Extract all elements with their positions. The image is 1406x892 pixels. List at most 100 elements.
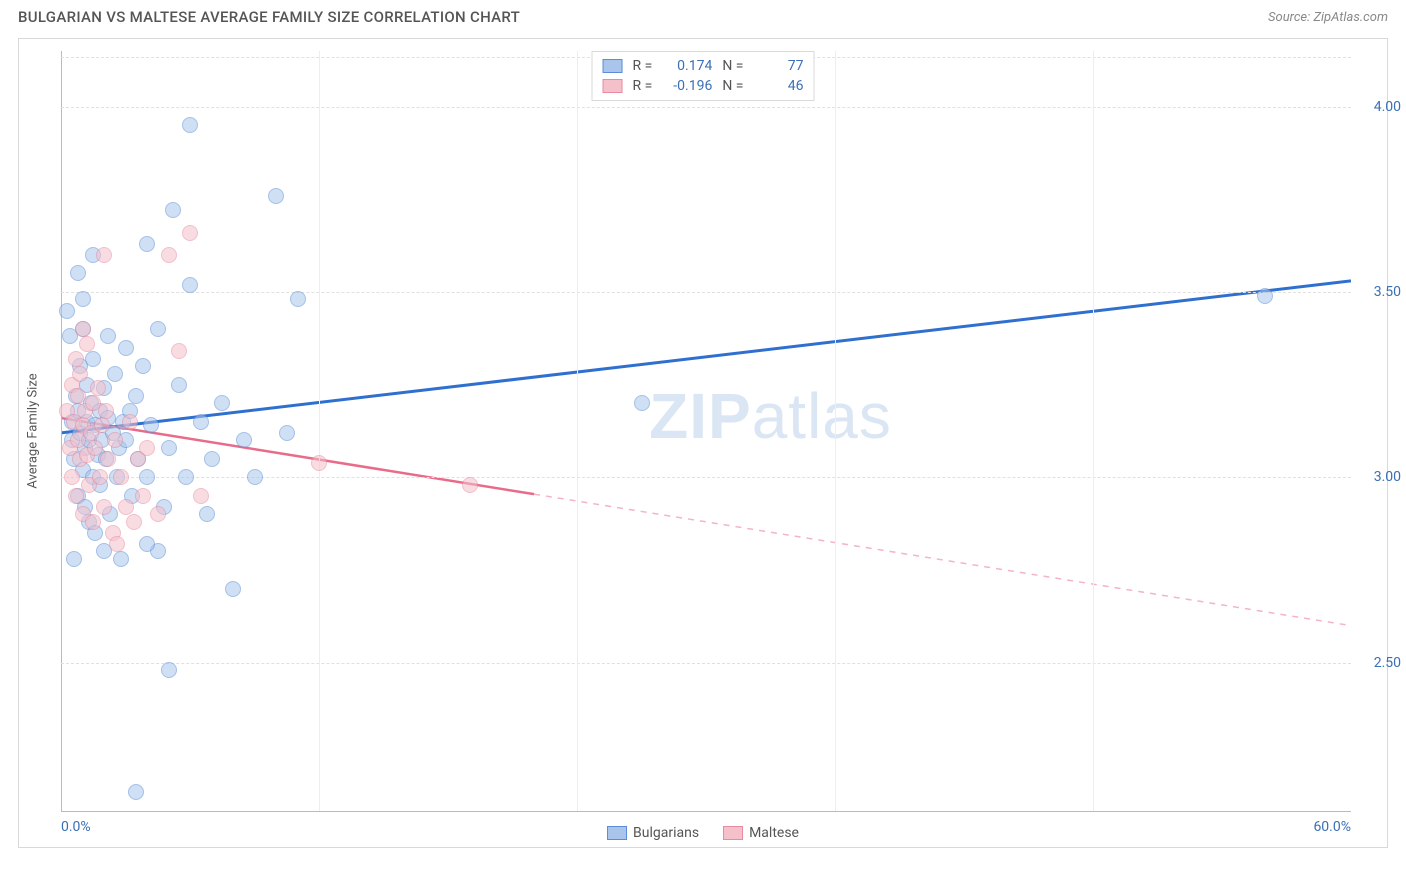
data-point xyxy=(165,202,181,218)
legend-item-bulgarians: Bulgarians xyxy=(607,825,699,841)
chart-source: Source: ZipAtlas.com xyxy=(1268,10,1388,25)
legend-row-maltese: R = -0.196 N = 46 xyxy=(603,76,804,96)
y-tick-label: 2.50 xyxy=(1374,655,1401,671)
swatch-maltese xyxy=(723,826,743,840)
x-axis-line xyxy=(61,811,1351,812)
x-tick-label: 0.0% xyxy=(61,819,91,835)
data-point xyxy=(290,291,306,307)
data-point xyxy=(139,469,155,485)
data-point xyxy=(182,117,198,133)
data-point xyxy=(66,551,82,567)
data-point xyxy=(118,499,134,515)
data-point xyxy=(139,236,155,252)
x-tick-label: 60.0% xyxy=(1313,819,1351,835)
data-point xyxy=(182,225,198,241)
data-point xyxy=(193,414,209,430)
data-point xyxy=(193,488,209,504)
data-point xyxy=(143,417,159,433)
data-point xyxy=(126,514,142,530)
legend-row-bulgarians: R = 0.174 N = 77 xyxy=(603,56,804,76)
data-point xyxy=(70,388,86,404)
gridline-v xyxy=(577,51,578,811)
data-point xyxy=(59,303,75,319)
legend-series: Bulgarians Maltese xyxy=(607,825,799,841)
swatch-bulgarians xyxy=(607,826,627,840)
swatch-bulgarians xyxy=(603,59,623,73)
data-point xyxy=(150,321,166,337)
data-point xyxy=(214,395,230,411)
gridline-h xyxy=(61,107,1351,108)
data-point xyxy=(135,358,151,374)
data-point xyxy=(68,488,84,504)
data-point xyxy=(92,469,108,485)
data-point xyxy=(279,425,295,441)
data-point xyxy=(128,388,144,404)
data-point xyxy=(161,247,177,263)
data-point xyxy=(96,247,112,263)
data-point xyxy=(109,536,125,552)
gridline-h xyxy=(61,663,1351,664)
y-tick-label: 3.00 xyxy=(1374,469,1401,485)
y-axis-line xyxy=(61,51,62,811)
data-point xyxy=(70,265,86,281)
legend-correlation: R = 0.174 N = 77 R = -0.196 N = 46 xyxy=(592,51,815,101)
data-point xyxy=(247,469,263,485)
data-point xyxy=(236,432,252,448)
data-point xyxy=(107,366,123,382)
data-point xyxy=(462,477,478,493)
data-point xyxy=(135,488,151,504)
data-point xyxy=(79,336,95,352)
data-point xyxy=(161,662,177,678)
data-point xyxy=(72,366,88,382)
watermark: ZIPatlas xyxy=(649,379,892,453)
data-point xyxy=(85,514,101,530)
data-point xyxy=(85,351,101,367)
data-point xyxy=(118,340,134,356)
data-point xyxy=(98,403,114,419)
data-point xyxy=(171,377,187,393)
data-point xyxy=(122,414,138,430)
data-point xyxy=(100,328,116,344)
chart-title: BULGARIAN VS MALTESE AVERAGE FAMILY SIZE… xyxy=(18,8,520,26)
data-point xyxy=(204,451,220,467)
swatch-maltese xyxy=(603,79,623,93)
data-point xyxy=(113,551,129,567)
plot-area: Average Family Size ZIPatlas 2.503.003.5… xyxy=(61,51,1351,811)
data-point xyxy=(178,469,194,485)
data-point xyxy=(68,351,84,367)
chart-container: Average Family Size ZIPatlas 2.503.003.5… xyxy=(18,38,1388,848)
data-point xyxy=(150,506,166,522)
gridline-h xyxy=(61,292,1351,293)
data-point xyxy=(107,432,123,448)
gridline-v xyxy=(835,51,836,811)
data-point xyxy=(268,188,284,204)
data-point xyxy=(64,469,80,485)
trend-line xyxy=(61,281,1351,433)
data-point xyxy=(96,499,112,515)
trend-line-dashed xyxy=(534,494,1351,625)
gridline-v xyxy=(1093,51,1094,811)
y-tick-label: 3.50 xyxy=(1374,284,1401,300)
data-point xyxy=(311,455,327,471)
data-point xyxy=(1257,288,1273,304)
data-point xyxy=(182,277,198,293)
data-point xyxy=(75,291,91,307)
data-point xyxy=(113,469,129,485)
data-point xyxy=(94,417,110,433)
data-point xyxy=(161,440,177,456)
data-point xyxy=(139,536,155,552)
data-point xyxy=(634,395,650,411)
data-point xyxy=(90,380,106,396)
legend-item-maltese: Maltese xyxy=(723,825,799,841)
data-point xyxy=(139,440,155,456)
data-point xyxy=(100,451,116,467)
chart-header: BULGARIAN VS MALTESE AVERAGE FAMILY SIZE… xyxy=(0,0,1406,32)
gridline-v xyxy=(319,51,320,811)
data-point xyxy=(75,321,91,337)
data-point xyxy=(225,581,241,597)
data-point xyxy=(199,506,215,522)
y-tick-label: 4.00 xyxy=(1374,99,1401,115)
trend-lines xyxy=(61,51,1351,811)
y-axis-label: Average Family Size xyxy=(26,373,41,488)
data-point xyxy=(128,784,144,800)
